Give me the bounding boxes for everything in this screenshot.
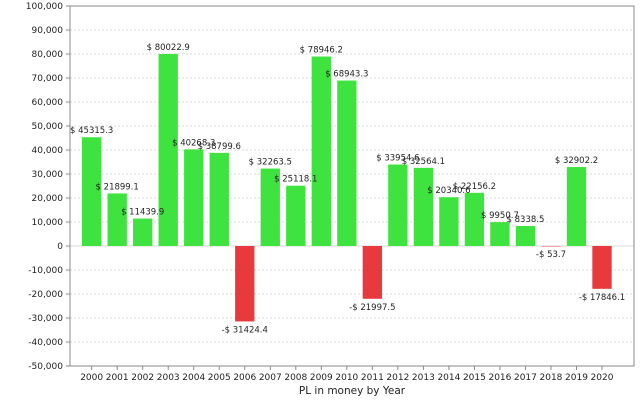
x-tick-label: 2002 bbox=[131, 373, 154, 383]
x-axis-label: PL in money by Year bbox=[299, 385, 406, 397]
bar-2010 bbox=[337, 80, 357, 247]
bar-2001 bbox=[107, 193, 127, 246]
data-label-2007: $ 32263.5 bbox=[249, 158, 292, 168]
data-label-2015: $ 22156.2 bbox=[453, 182, 496, 192]
data-label-2017: $ 8338.5 bbox=[507, 215, 545, 225]
bar-2002 bbox=[133, 218, 153, 246]
y-tick-label: -40,000 bbox=[28, 338, 63, 348]
bar-2003 bbox=[158, 53, 178, 247]
x-tick-label: 2006 bbox=[233, 373, 256, 383]
y-tick-label: 30,000 bbox=[32, 170, 64, 180]
data-label-2018: -$ 53.7 bbox=[536, 250, 566, 260]
data-label-2012: $ 33954.6 bbox=[376, 154, 419, 164]
bars bbox=[82, 53, 612, 322]
y-tick-label: 20,000 bbox=[32, 194, 64, 204]
data-label-2014: $ 20340.6 bbox=[427, 186, 470, 196]
data-label-2001: $ 21899.1 bbox=[96, 182, 139, 192]
bar-2016 bbox=[490, 222, 510, 246]
y-tick-label: 60,000 bbox=[32, 98, 64, 108]
y-tick-label: 70,000 bbox=[32, 74, 64, 84]
x-tick-label: 2008 bbox=[284, 373, 307, 383]
y-tick-label: 80,000 bbox=[32, 50, 64, 60]
bar-2019 bbox=[566, 167, 587, 246]
data-labels: $ 45315.3 $ 21899.1 $ 11439.9 $ 80022.9 $ 40… bbox=[70, 43, 625, 335]
x-tick-label: 2017 bbox=[514, 373, 537, 383]
x-tick-label: 2004 bbox=[182, 373, 205, 383]
x-tick-label: 2016 bbox=[488, 373, 511, 383]
x-tick-label: 2011 bbox=[361, 373, 384, 383]
bar-2020 bbox=[592, 246, 612, 289]
x-tick-label: 2001 bbox=[106, 373, 129, 383]
y-tick-label: 90,000 bbox=[32, 26, 64, 36]
data-label-2011: -$ 21997.5 bbox=[349, 303, 395, 313]
x-tick-label: 2010 bbox=[335, 373, 358, 383]
plot-area-frame bbox=[69, 5, 635, 367]
data-label-2004: $ 40268.3 bbox=[172, 138, 215, 148]
bar-2017 bbox=[515, 225, 536, 246]
data-label-2019: $ 32902.2 bbox=[555, 156, 598, 166]
bar-2000 bbox=[82, 137, 102, 246]
x-tick-label: 2009 bbox=[310, 373, 333, 383]
bar-2013 bbox=[413, 167, 434, 246]
y-tick-label: 40,000 bbox=[32, 146, 64, 156]
bar-2015 bbox=[464, 192, 485, 246]
data-label-2009: $ 78946.2 bbox=[300, 46, 343, 56]
bar-2009 bbox=[311, 56, 331, 247]
bar-2018 bbox=[541, 246, 561, 247]
data-label-2005: $ 38799.6 bbox=[198, 142, 241, 152]
data-label-2006: -$ 31424.4 bbox=[222, 325, 268, 335]
y-tick-label: 0 bbox=[57, 242, 63, 252]
data-label-2002: $ 11439.9 bbox=[121, 208, 164, 218]
bar-2014 bbox=[439, 197, 459, 246]
x-tick-label: 2003 bbox=[157, 373, 180, 383]
y-tick-label: -30,000 bbox=[28, 314, 63, 324]
data-label-2003: $ 80022.9 bbox=[147, 43, 190, 53]
y-tick-label: 50,000 bbox=[32, 122, 64, 132]
x-tick-label: 2018 bbox=[540, 373, 563, 383]
data-label-2008: $ 25118.1 bbox=[274, 175, 317, 185]
data-label-2020: -$ 17846.1 bbox=[579, 293, 625, 303]
bar-2008 bbox=[286, 185, 306, 246]
y-tick-label: -10,000 bbox=[28, 266, 63, 276]
x-tick-label: 2005 bbox=[208, 373, 231, 383]
bar-2012 bbox=[388, 164, 408, 246]
data-label-2000: $ 45315.3 bbox=[70, 126, 113, 136]
bar-2011 bbox=[362, 246, 383, 299]
y-tick-label: -20,000 bbox=[28, 290, 63, 300]
x-tick-label: 2012 bbox=[386, 373, 409, 383]
bar-2004 bbox=[184, 149, 204, 246]
x-tick-label: 2019 bbox=[565, 373, 588, 383]
bar-2005 bbox=[209, 152, 229, 246]
y-tick-label: 10,000 bbox=[32, 218, 64, 228]
y-tick-label: 100,000 bbox=[26, 2, 63, 12]
data-label-2010: $ 68943.3 bbox=[325, 70, 368, 80]
x-axis-ticks: 2000 2001 2002 2003 2004 2005 2006 2007 2008 2009… bbox=[80, 366, 614, 383]
x-tick-label: 2015 bbox=[463, 373, 486, 383]
x-tick-label: 2000 bbox=[80, 373, 103, 383]
x-tick-label: 2014 bbox=[437, 373, 460, 383]
x-tick-label: 2013 bbox=[412, 373, 435, 383]
y-tick-label: -50,000 bbox=[28, 362, 63, 372]
y-axis-ticks: 100,000 90,000 80,000 70,000 60,000 50,000 40,… bbox=[26, 2, 70, 372]
x-tick-label: 2020 bbox=[591, 373, 614, 383]
bar-2007 bbox=[260, 168, 280, 246]
bar-2006 bbox=[235, 246, 255, 322]
data-label-2016: $ 9950.7 bbox=[481, 211, 519, 221]
data-label-2013: $ 32564.1 bbox=[402, 157, 445, 167]
x-tick-label: 2007 bbox=[259, 373, 282, 383]
